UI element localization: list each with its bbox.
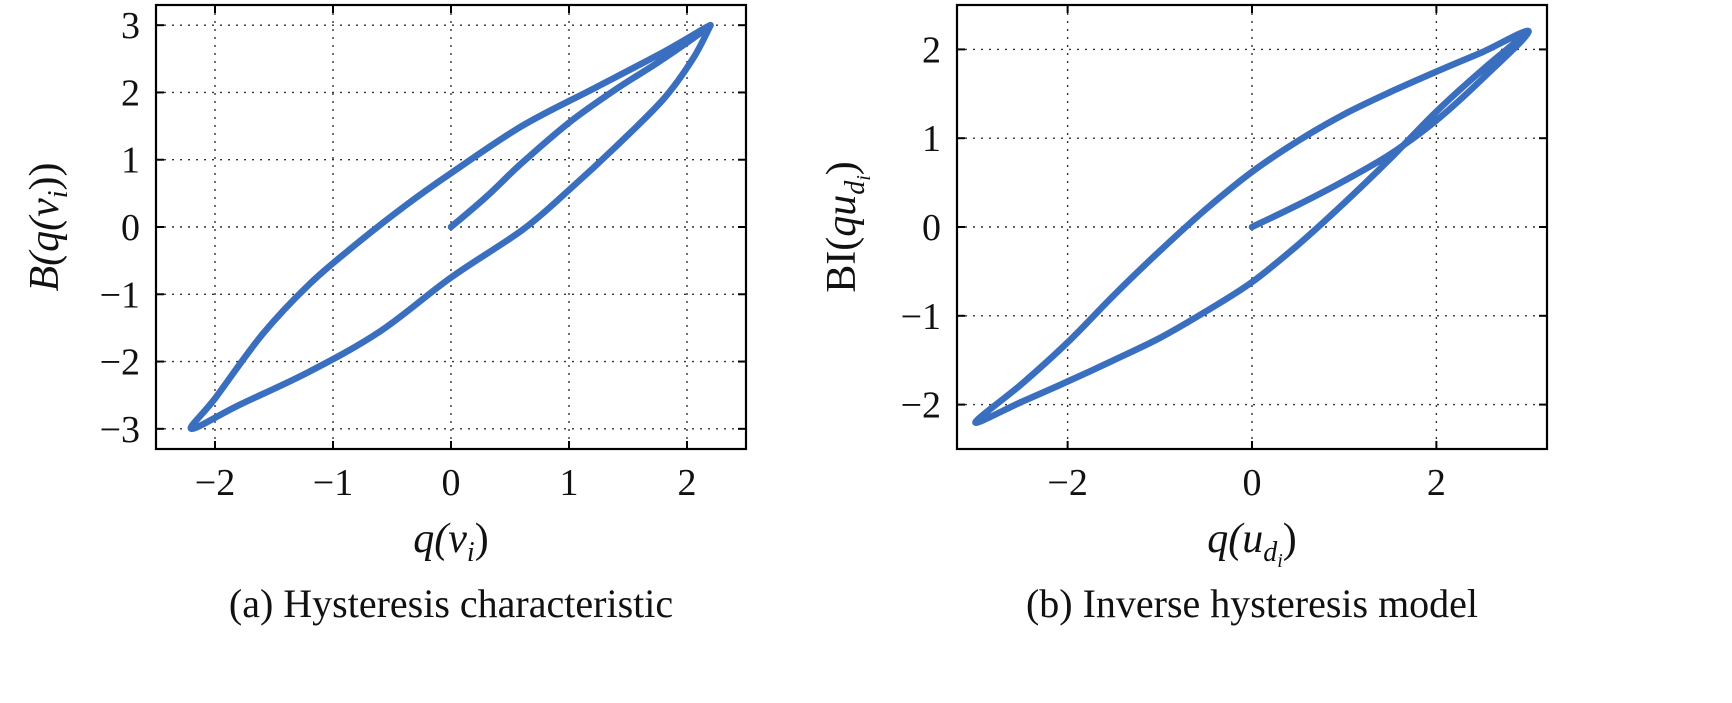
series-group [972,27,1532,426]
y-tick-label: −1 [901,296,941,338]
y-tick-label: 0 [922,207,941,249]
y-tick-label: −2 [100,342,140,384]
caption: (a) Hysteresis characteristic [229,581,673,626]
y-tick-label: 2 [121,72,140,114]
y-tick-label: 1 [922,118,941,160]
gridlines [957,5,1547,449]
y-tick-label: 1 [121,140,140,182]
x-axis-label-main: q(v [413,516,467,562]
y-axis-label: BI(qudi) [819,161,875,293]
y-axis-label-close: )) [22,162,68,190]
x-tick-label: 0 [1243,462,1262,504]
y-tick-label: 0 [121,207,140,249]
series-line [187,21,714,433]
y-tick-label: 3 [121,5,140,47]
x-tick-label: −2 [195,462,235,504]
x-tick-label: 0 [442,462,461,504]
series-line [972,27,1532,426]
series-group [187,21,714,433]
y-tick-label: 2 [922,29,941,71]
tick-group: −2 −1 0 1 2 −3 −2 −1 0 1 2 3 [100,5,746,504]
gridlines [156,5,746,449]
y-axis-label-close: ) [819,161,865,175]
x-axis-label-subsub: i [1277,550,1283,572]
caption: (b) Inverse hysteresis model [1026,581,1478,626]
x-axis-label-main: q(u [1207,516,1263,562]
x-axis-label-close: ) [475,516,489,562]
x-axis-label: q(vi) [413,516,488,568]
x-axis-label-sub: i [467,537,475,568]
x-tick-label: 1 [560,462,579,504]
y-axis-label-subsub: i [853,175,875,181]
y-tick-label: −3 [100,409,140,451]
y-axis-label-main: B(q(v [22,198,68,292]
x-axis-label-close: ) [1283,516,1297,562]
x-tick-label: −2 [1047,462,1087,504]
x-axis-label-sub: d [1263,537,1278,568]
tick-group: −2 0 2 −2 −1 0 1 2 [901,5,1547,504]
y-axis-label: B(q(vi)) [22,162,74,291]
y-axis-label-sub: d [840,180,871,195]
y-axis-label-main-prefix: BI( [819,237,865,293]
x-tick-label: 2 [1427,462,1446,504]
y-tick-label: −2 [901,385,941,427]
x-axis-label: q(udi) [1207,516,1297,572]
y-tick-label: −1 [100,274,140,316]
x-tick-label: 2 [678,462,697,504]
y-axis-label-main: qu [819,195,865,237]
x-tick-label: −1 [313,462,353,504]
y-axis-label-sub: i [43,190,74,198]
